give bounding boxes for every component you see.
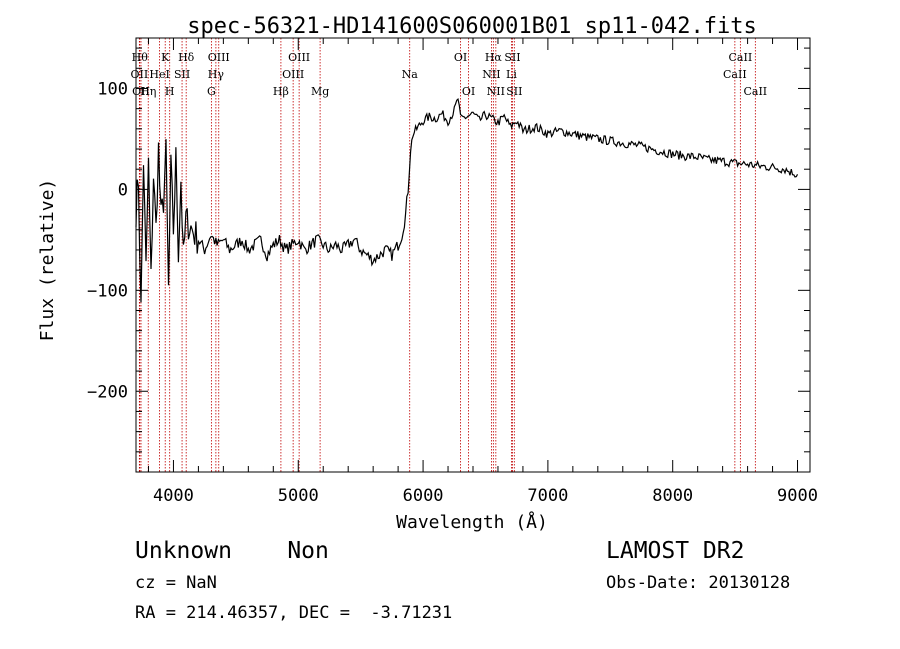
- line-label-21: NII: [487, 85, 505, 98]
- classification-text: Unknown Non: [135, 538, 329, 564]
- y-tick-label-0: 100: [97, 79, 128, 99]
- x-tick-label-0: 4000: [153, 486, 194, 506]
- line-label-24: SII: [506, 85, 522, 98]
- line-label-12: Hβ: [273, 85, 289, 98]
- x-axis: 4000 5000 6000 7000 8000 9000: [147, 38, 818, 506]
- line-label-7: SII: [174, 68, 190, 81]
- y-tick-label-3: −200: [87, 382, 128, 402]
- line-label-27: CaII: [743, 85, 767, 98]
- line-labels: HθOIIOIIHηHeIKHSIIHδGHγOIIIHβOIIIOIIIMgN…: [131, 51, 768, 98]
- obs-date-text: Obs-Date: 20130128: [606, 573, 791, 593]
- line-label-20: Hα: [485, 51, 503, 64]
- line-label-25: CaII: [723, 68, 747, 81]
- y-tick-label-2: −100: [87, 281, 128, 301]
- cz-text: cz = NaN: [135, 573, 217, 593]
- line-label-18: OI: [462, 85, 475, 98]
- y-axis-label: Flux (relative): [37, 179, 58, 342]
- line-label-6: H: [165, 85, 175, 98]
- y-tick-label-1: 0: [118, 180, 128, 200]
- line-label-10: Hγ: [208, 68, 225, 81]
- line-label-19: NII: [482, 68, 500, 81]
- line-label-3: Hη: [140, 85, 156, 98]
- line-label-1: OII: [131, 68, 149, 81]
- line-label-15: Mg: [311, 85, 329, 98]
- line-label-8: Hδ: [178, 51, 195, 64]
- spectrum-series-line: [135, 97, 799, 303]
- line-label-4: HeI: [149, 68, 169, 81]
- x-tick-label-2: 6000: [403, 486, 444, 506]
- line-label-9: G: [207, 85, 216, 98]
- x-tick-label-3: 7000: [527, 486, 568, 506]
- chart-title: spec-56321-HD141600S060001B01_sp11-042.f…: [187, 14, 757, 39]
- x-axis-label: Wavelength (Å): [396, 511, 548, 533]
- line-label-5: K: [161, 51, 170, 64]
- line-label-26: CaII: [729, 51, 753, 64]
- line-label-16: Na: [402, 68, 419, 81]
- x-tick-label-4: 8000: [652, 486, 693, 506]
- line-label-13: OIII: [282, 68, 304, 81]
- plot-frame: [135, 37, 811, 473]
- line-label-22: Li: [506, 68, 517, 81]
- survey-text: LAMOST DR2: [606, 538, 745, 564]
- line-label-11: OIII: [208, 51, 230, 64]
- emission-line-markers: [138, 38, 756, 472]
- y-axis: 100 0 −100 −200: [87, 47, 810, 453]
- line-label-17: OI: [454, 51, 467, 64]
- radec-text: RA = 214.46357, DEC = -3.71231: [135, 603, 453, 623]
- line-label-23: SII: [504, 51, 520, 64]
- x-tick-label-1: 5000: [278, 486, 319, 506]
- line-label-0: Hθ: [132, 51, 149, 64]
- line-label-2: OII: [132, 85, 150, 98]
- line-label-14: OIII: [288, 51, 310, 64]
- x-tick-label-5: 9000: [777, 486, 818, 506]
